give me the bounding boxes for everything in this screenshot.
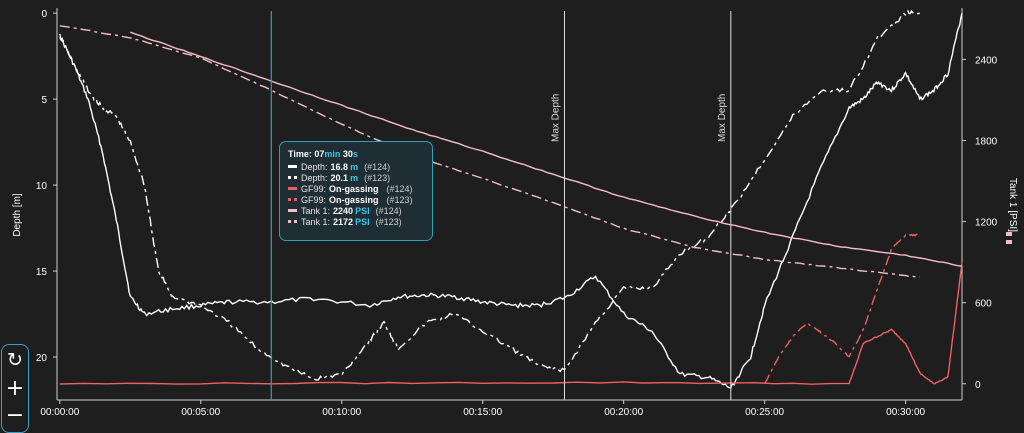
x-tick-label: 00:05:00 xyxy=(181,407,220,418)
tooltip-row-label: Depth: xyxy=(301,161,328,172)
y-left-tick-label: 20 xyxy=(36,353,48,364)
max-depth-label: Max Depth xyxy=(717,94,728,142)
tooltip-row-ref: (#123) xyxy=(364,172,391,183)
tooltip-row-unit: m xyxy=(350,172,359,183)
tooltip-row-value: 20.1 xyxy=(330,172,349,183)
tooltip-row-ref: (#123) xyxy=(386,194,413,205)
tooltip-swatch xyxy=(288,176,297,179)
x-tick-label: 00:15:00 xyxy=(463,407,502,418)
y-right-tick-label: 1200 xyxy=(975,218,998,229)
tooltip-row-ref: (#123) xyxy=(375,216,402,227)
tooltip-row-value: On-gassing xyxy=(329,194,379,205)
y-right-legend-swatch xyxy=(1006,240,1012,244)
tooltip-row-label: GF99: xyxy=(301,183,327,194)
tooltip-row: Depth: 20.1 m (#123) xyxy=(288,172,424,183)
series-depth-123 xyxy=(59,9,920,381)
y-right-label: Tank 1 [PSI] xyxy=(1007,178,1018,232)
x-tick-label: 00:25:00 xyxy=(745,407,784,418)
y-right-label-group: Tank 1 [PSI] xyxy=(1006,178,1018,244)
series-depth-124 xyxy=(59,13,963,389)
tooltip-row-value: 2172 xyxy=(333,216,354,227)
tooltip-row: GF99: On-gassing (#124) xyxy=(288,183,424,194)
tooltip-row: GF99: On-gassing (#123) xyxy=(288,194,424,205)
y-left-tick-label: 0 xyxy=(41,9,47,20)
series-tank-123 xyxy=(59,25,920,278)
x-tick-label: 00:30:00 xyxy=(886,407,925,418)
tooltip-row: Tank 1: 2172 PSI (#123) xyxy=(288,216,424,227)
tooltip-row-unit: PSI xyxy=(355,205,370,216)
series-gf99-124 xyxy=(59,262,963,385)
markers: Max Depth Max Depth xyxy=(270,11,732,400)
tooltip-swatch xyxy=(288,220,297,223)
series-tank-124 xyxy=(130,31,963,267)
tooltip-row: Tank 1: 2240 PSI (#124) xyxy=(288,205,424,216)
tooltip-swatch xyxy=(288,187,297,190)
zoom-in-icon[interactable]: + xyxy=(5,376,25,401)
tooltip-row-value: On-gassing xyxy=(329,183,379,194)
tooltip-row-label: Tank 1: xyxy=(301,205,331,216)
reset-icon[interactable]: ↻ xyxy=(7,349,23,371)
x-tick-label: 00:10:00 xyxy=(322,407,361,418)
axes: 00:00:00 00:05:00 00:10:00 00:15:00 00:20:00… xyxy=(36,8,998,418)
y-right-tick-label: 2400 xyxy=(975,55,998,66)
tooltip-swatch xyxy=(288,198,297,201)
y-right-tick-label: 0 xyxy=(975,380,981,391)
tooltip-row-value: 16.8 xyxy=(330,161,349,172)
tooltip-row-value: 2240 xyxy=(333,205,354,216)
tooltip-row-label: Depth: xyxy=(301,172,328,183)
series-gf99-123 xyxy=(763,233,920,384)
y-right-tick-label: 600 xyxy=(975,299,992,310)
tooltip-row-unit: m xyxy=(350,161,359,172)
x-tick-label: 00:00:00 xyxy=(40,407,79,418)
y-left-tick-label: 5 xyxy=(41,95,47,106)
y-right-tick-label: 1800 xyxy=(975,136,998,147)
zoom-out-icon[interactable]: − xyxy=(5,403,25,428)
tooltip-row-ref: (#124) xyxy=(386,183,413,194)
series-layer xyxy=(59,9,963,389)
tooltip-row-unit: PSI xyxy=(355,216,370,227)
tooltip-row-label: GF99: xyxy=(301,194,327,205)
y-left-label: Depth [m] xyxy=(12,193,23,237)
y-right-legend-swatch xyxy=(1006,232,1012,236)
tooltip-swatch xyxy=(288,209,297,212)
max-depth-label: Max Depth xyxy=(550,94,561,142)
tooltip-row-label: Tank 1: xyxy=(301,216,331,227)
tooltip-row-ref: (#124) xyxy=(364,161,391,172)
tooltip-row-ref: (#124) xyxy=(375,205,402,216)
y-left-tick-label: 15 xyxy=(36,267,48,278)
tooltip-time: Time: 07min 30s xyxy=(288,149,358,159)
tooltip-row: Depth: 16.8 m (#124) xyxy=(288,161,424,172)
chart-toolbar: ↻ + − xyxy=(1,344,29,433)
tooltip-swatch xyxy=(288,165,297,168)
hover-tooltip: Time: 07min 30s Depth: 16.8 m (#124) Depth: 2… xyxy=(279,141,433,241)
y-left-tick-label: 10 xyxy=(36,181,48,192)
x-tick-label: 00:20:00 xyxy=(604,407,643,418)
